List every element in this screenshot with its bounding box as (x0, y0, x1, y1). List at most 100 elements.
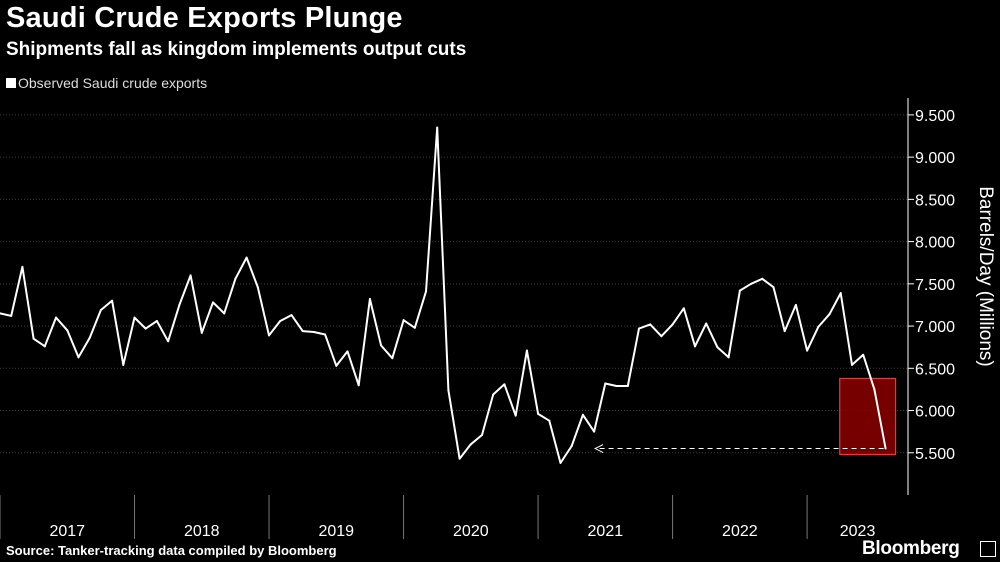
brand-logo: Bloomberg (862, 538, 960, 559)
data-point (581, 413, 584, 416)
axes: 5.500 6.000 6.500 7.000 7.500 8.000 8.500 9.000… (0, 98, 955, 540)
data-point (155, 319, 158, 322)
data-point (604, 382, 607, 385)
chart-title: Saudi Crude Exports Plunge (6, 2, 403, 34)
data-point (828, 313, 831, 316)
x-tick-label: 2019 (318, 523, 354, 540)
data-point (649, 323, 652, 326)
data-point (256, 286, 259, 289)
data-point (884, 447, 887, 450)
data-point (783, 330, 786, 333)
y-tick-label: 5.500 (915, 446, 955, 463)
annotations (594, 377, 897, 456)
data-point (862, 353, 865, 356)
chart-subtitle: Shipments fall as kingdom implements out… (6, 39, 467, 60)
legend-swatch (6, 78, 16, 88)
data-point (189, 274, 192, 277)
data-point (750, 282, 753, 285)
x-tick-label: 2020 (453, 523, 489, 540)
y-tick-label: 7.000 (915, 319, 955, 336)
data-point (593, 430, 596, 433)
data-point (380, 344, 383, 347)
y-tick-label: 9.000 (915, 150, 955, 167)
arrowhead-icon (594, 444, 604, 453)
y-tick-label: 7.500 (915, 277, 955, 294)
data-point (200, 331, 203, 334)
brand-box-icon (980, 541, 996, 557)
data-point (211, 301, 214, 304)
data-point (559, 461, 562, 464)
data-point (738, 289, 741, 292)
data-point (424, 290, 427, 293)
data-point (178, 303, 181, 306)
data-point (772, 286, 775, 289)
data-point (21, 265, 24, 268)
y-tick-label: 8.500 (915, 192, 955, 209)
y-tick-label: 6.500 (915, 361, 955, 378)
data-point (682, 307, 685, 310)
series-line (0, 126, 887, 464)
data-point (817, 325, 820, 328)
data-point (66, 329, 69, 332)
x-tick-label: 2022 (722, 523, 758, 540)
data-point (458, 457, 461, 460)
data-point (705, 322, 708, 325)
data-point (727, 356, 730, 359)
data-point (850, 363, 853, 366)
data-point (234, 277, 237, 280)
data-point (761, 277, 764, 280)
data-point (492, 393, 495, 396)
series (0, 126, 887, 464)
data-point (0, 312, 1, 315)
legend: Observed Saudi crude exports (6, 75, 207, 91)
data-point (43, 345, 46, 348)
data-point (312, 330, 315, 333)
data-point (671, 323, 674, 326)
data-point (133, 316, 136, 319)
data-point (301, 330, 304, 333)
data-point (503, 383, 506, 386)
data-point (144, 327, 147, 330)
data-point (324, 333, 327, 336)
data-point (514, 414, 517, 417)
data-point (335, 364, 338, 367)
data-point (223, 312, 226, 315)
y-axis-label: Barrels/Day (Millions) (975, 186, 996, 367)
data-point (716, 346, 719, 349)
data-point (268, 334, 271, 337)
data-point (279, 319, 282, 322)
data-point (660, 335, 663, 338)
x-tick-label: 2018 (184, 523, 220, 540)
y-tick-label: 8.000 (915, 235, 955, 252)
data-point (873, 388, 876, 391)
data-point (637, 327, 640, 330)
source-note: Source: Tanker-tracking data compiled by… (6, 543, 337, 558)
data-point (806, 349, 809, 352)
data-point (346, 350, 349, 353)
y-tick-label: 9.500 (915, 108, 955, 125)
legend-label: Observed Saudi crude exports (18, 75, 208, 91)
data-point (615, 385, 618, 388)
data-point (839, 292, 842, 295)
data-point (570, 445, 573, 448)
data-point (481, 434, 484, 437)
data-point (626, 385, 629, 388)
data-point (32, 337, 35, 340)
highlight-box (839, 377, 897, 456)
data-point (436, 126, 439, 129)
data-point (245, 256, 248, 259)
x-tick-label: 2023 (840, 523, 876, 540)
data-point (99, 309, 102, 312)
data-point (525, 349, 528, 352)
data-point (88, 336, 91, 339)
data-point (10, 314, 13, 317)
data-point (167, 340, 170, 343)
data-point (402, 319, 405, 322)
data-point (111, 299, 114, 302)
data-point (694, 345, 697, 348)
data-point (55, 316, 58, 319)
data-point (794, 303, 797, 306)
data-point (391, 357, 394, 360)
data-point (122, 363, 125, 366)
